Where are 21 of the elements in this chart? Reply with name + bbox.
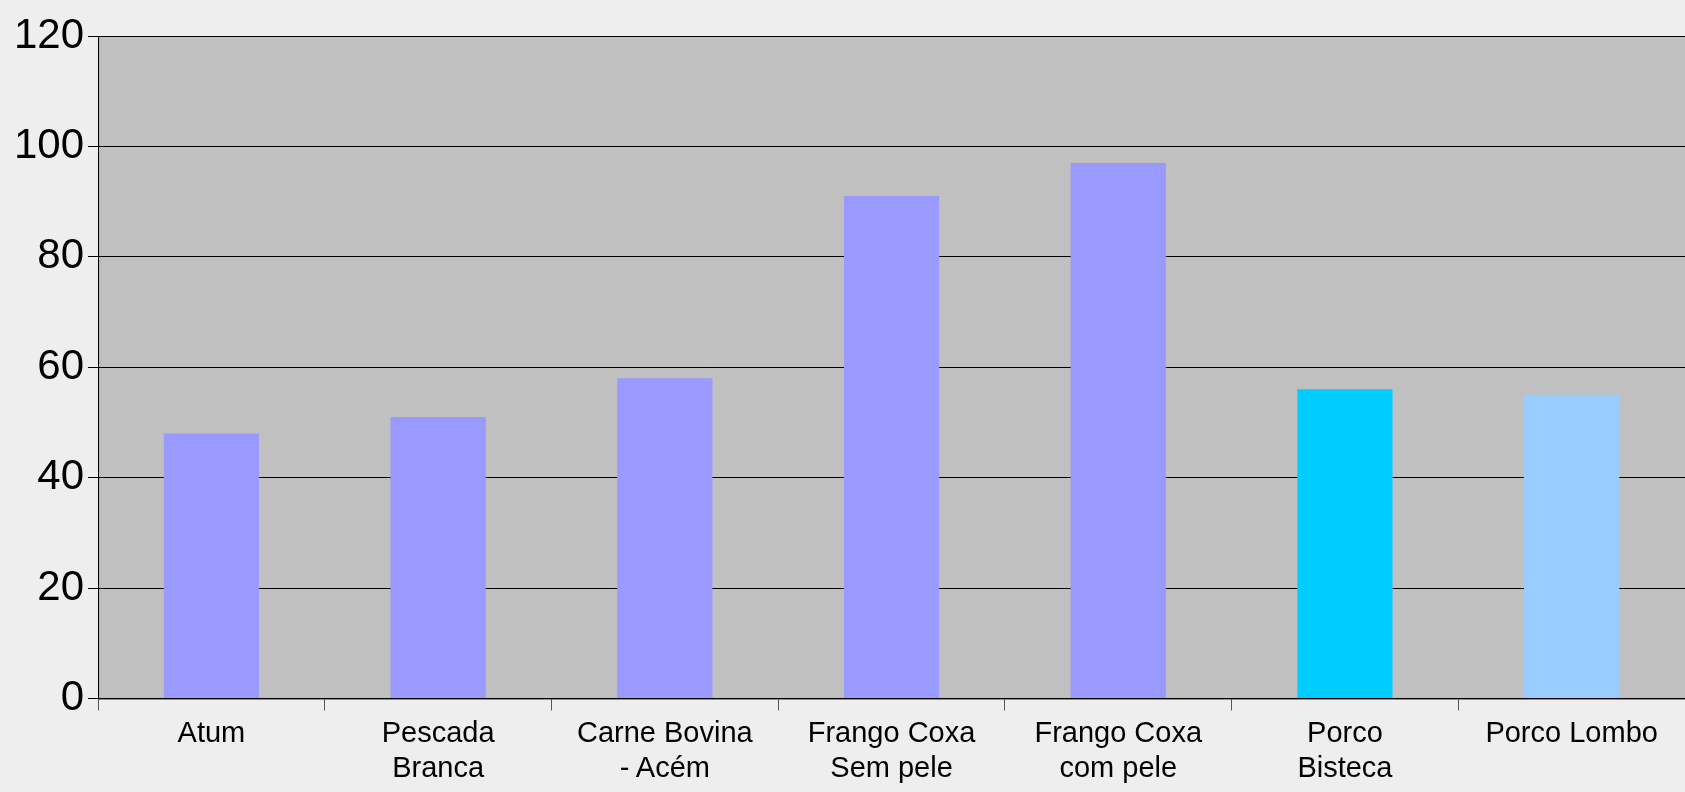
x-tick-label: Pescada Branca bbox=[381, 715, 496, 783]
bar bbox=[390, 416, 486, 698]
bar bbox=[1297, 389, 1393, 698]
y-tick-label: 20 bbox=[37, 561, 85, 609]
bar bbox=[1524, 394, 1620, 698]
y-tick-label: 40 bbox=[37, 451, 85, 499]
y-tick-label: 100 bbox=[14, 119, 85, 167]
y-tick-label: 80 bbox=[37, 230, 85, 278]
x-tick-label: Frango Coxa Sem pele bbox=[807, 715, 977, 783]
x-tick-label: Porco Lombo bbox=[1485, 715, 1658, 748]
x-tick-label: Frango Coxa com pele bbox=[1034, 715, 1203, 783]
bar bbox=[843, 196, 940, 698]
y-tick-label: 60 bbox=[37, 340, 85, 388]
bar bbox=[163, 433, 260, 698]
bar bbox=[617, 378, 713, 698]
bar bbox=[1070, 162, 1166, 698]
y-tick-label: 0 bbox=[60, 671, 85, 719]
x-tick-label: Atum bbox=[177, 715, 246, 748]
x-tick-label: Carne Bovina - Acém bbox=[576, 715, 754, 783]
x-tick-label: Porco Bisteca bbox=[1297, 715, 1394, 783]
y-tick-label: 120 bbox=[14, 9, 85, 57]
